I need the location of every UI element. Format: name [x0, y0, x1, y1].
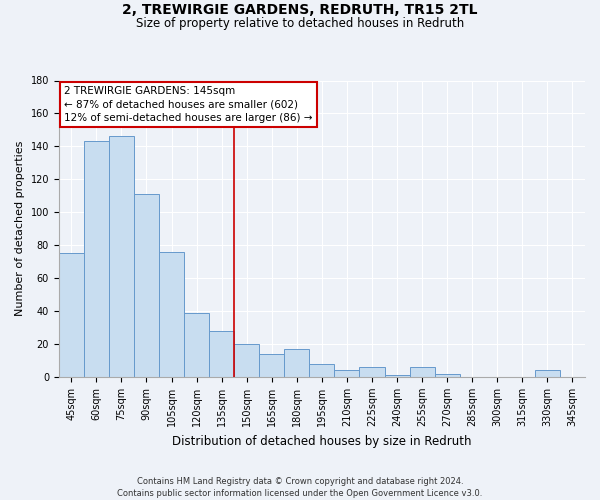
Bar [159, 252, 184, 377]
Bar [134, 194, 159, 377]
Y-axis label: Number of detached properties: Number of detached properties [15, 141, 25, 316]
Bar [84, 142, 109, 377]
Bar [334, 370, 359, 377]
Bar [535, 370, 560, 377]
Bar [184, 312, 209, 377]
Text: 2 TREWIRGIE GARDENS: 145sqm
← 87% of detached houses are smaller (602)
12% of se: 2 TREWIRGIE GARDENS: 145sqm ← 87% of det… [64, 86, 313, 123]
Text: Size of property relative to detached houses in Redruth: Size of property relative to detached ho… [136, 18, 464, 30]
Bar [109, 136, 134, 377]
X-axis label: Distribution of detached houses by size in Redruth: Distribution of detached houses by size … [172, 434, 472, 448]
Text: Contains HM Land Registry data © Crown copyright and database right 2024.
Contai: Contains HM Land Registry data © Crown c… [118, 476, 482, 498]
Bar [59, 254, 84, 377]
Bar [209, 331, 234, 377]
Bar [434, 374, 460, 377]
Bar [359, 367, 385, 377]
Text: 2, TREWIRGIE GARDENS, REDRUTH, TR15 2TL: 2, TREWIRGIE GARDENS, REDRUTH, TR15 2TL [122, 2, 478, 16]
Bar [385, 376, 410, 377]
Bar [410, 367, 434, 377]
Bar [284, 349, 310, 377]
Bar [259, 354, 284, 377]
Bar [310, 364, 334, 377]
Bar [234, 344, 259, 377]
